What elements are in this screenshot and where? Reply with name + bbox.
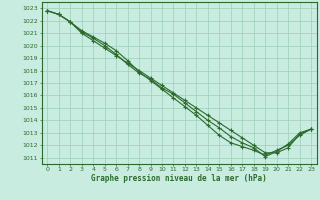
X-axis label: Graphe pression niveau de la mer (hPa): Graphe pression niveau de la mer (hPa) <box>91 174 267 183</box>
